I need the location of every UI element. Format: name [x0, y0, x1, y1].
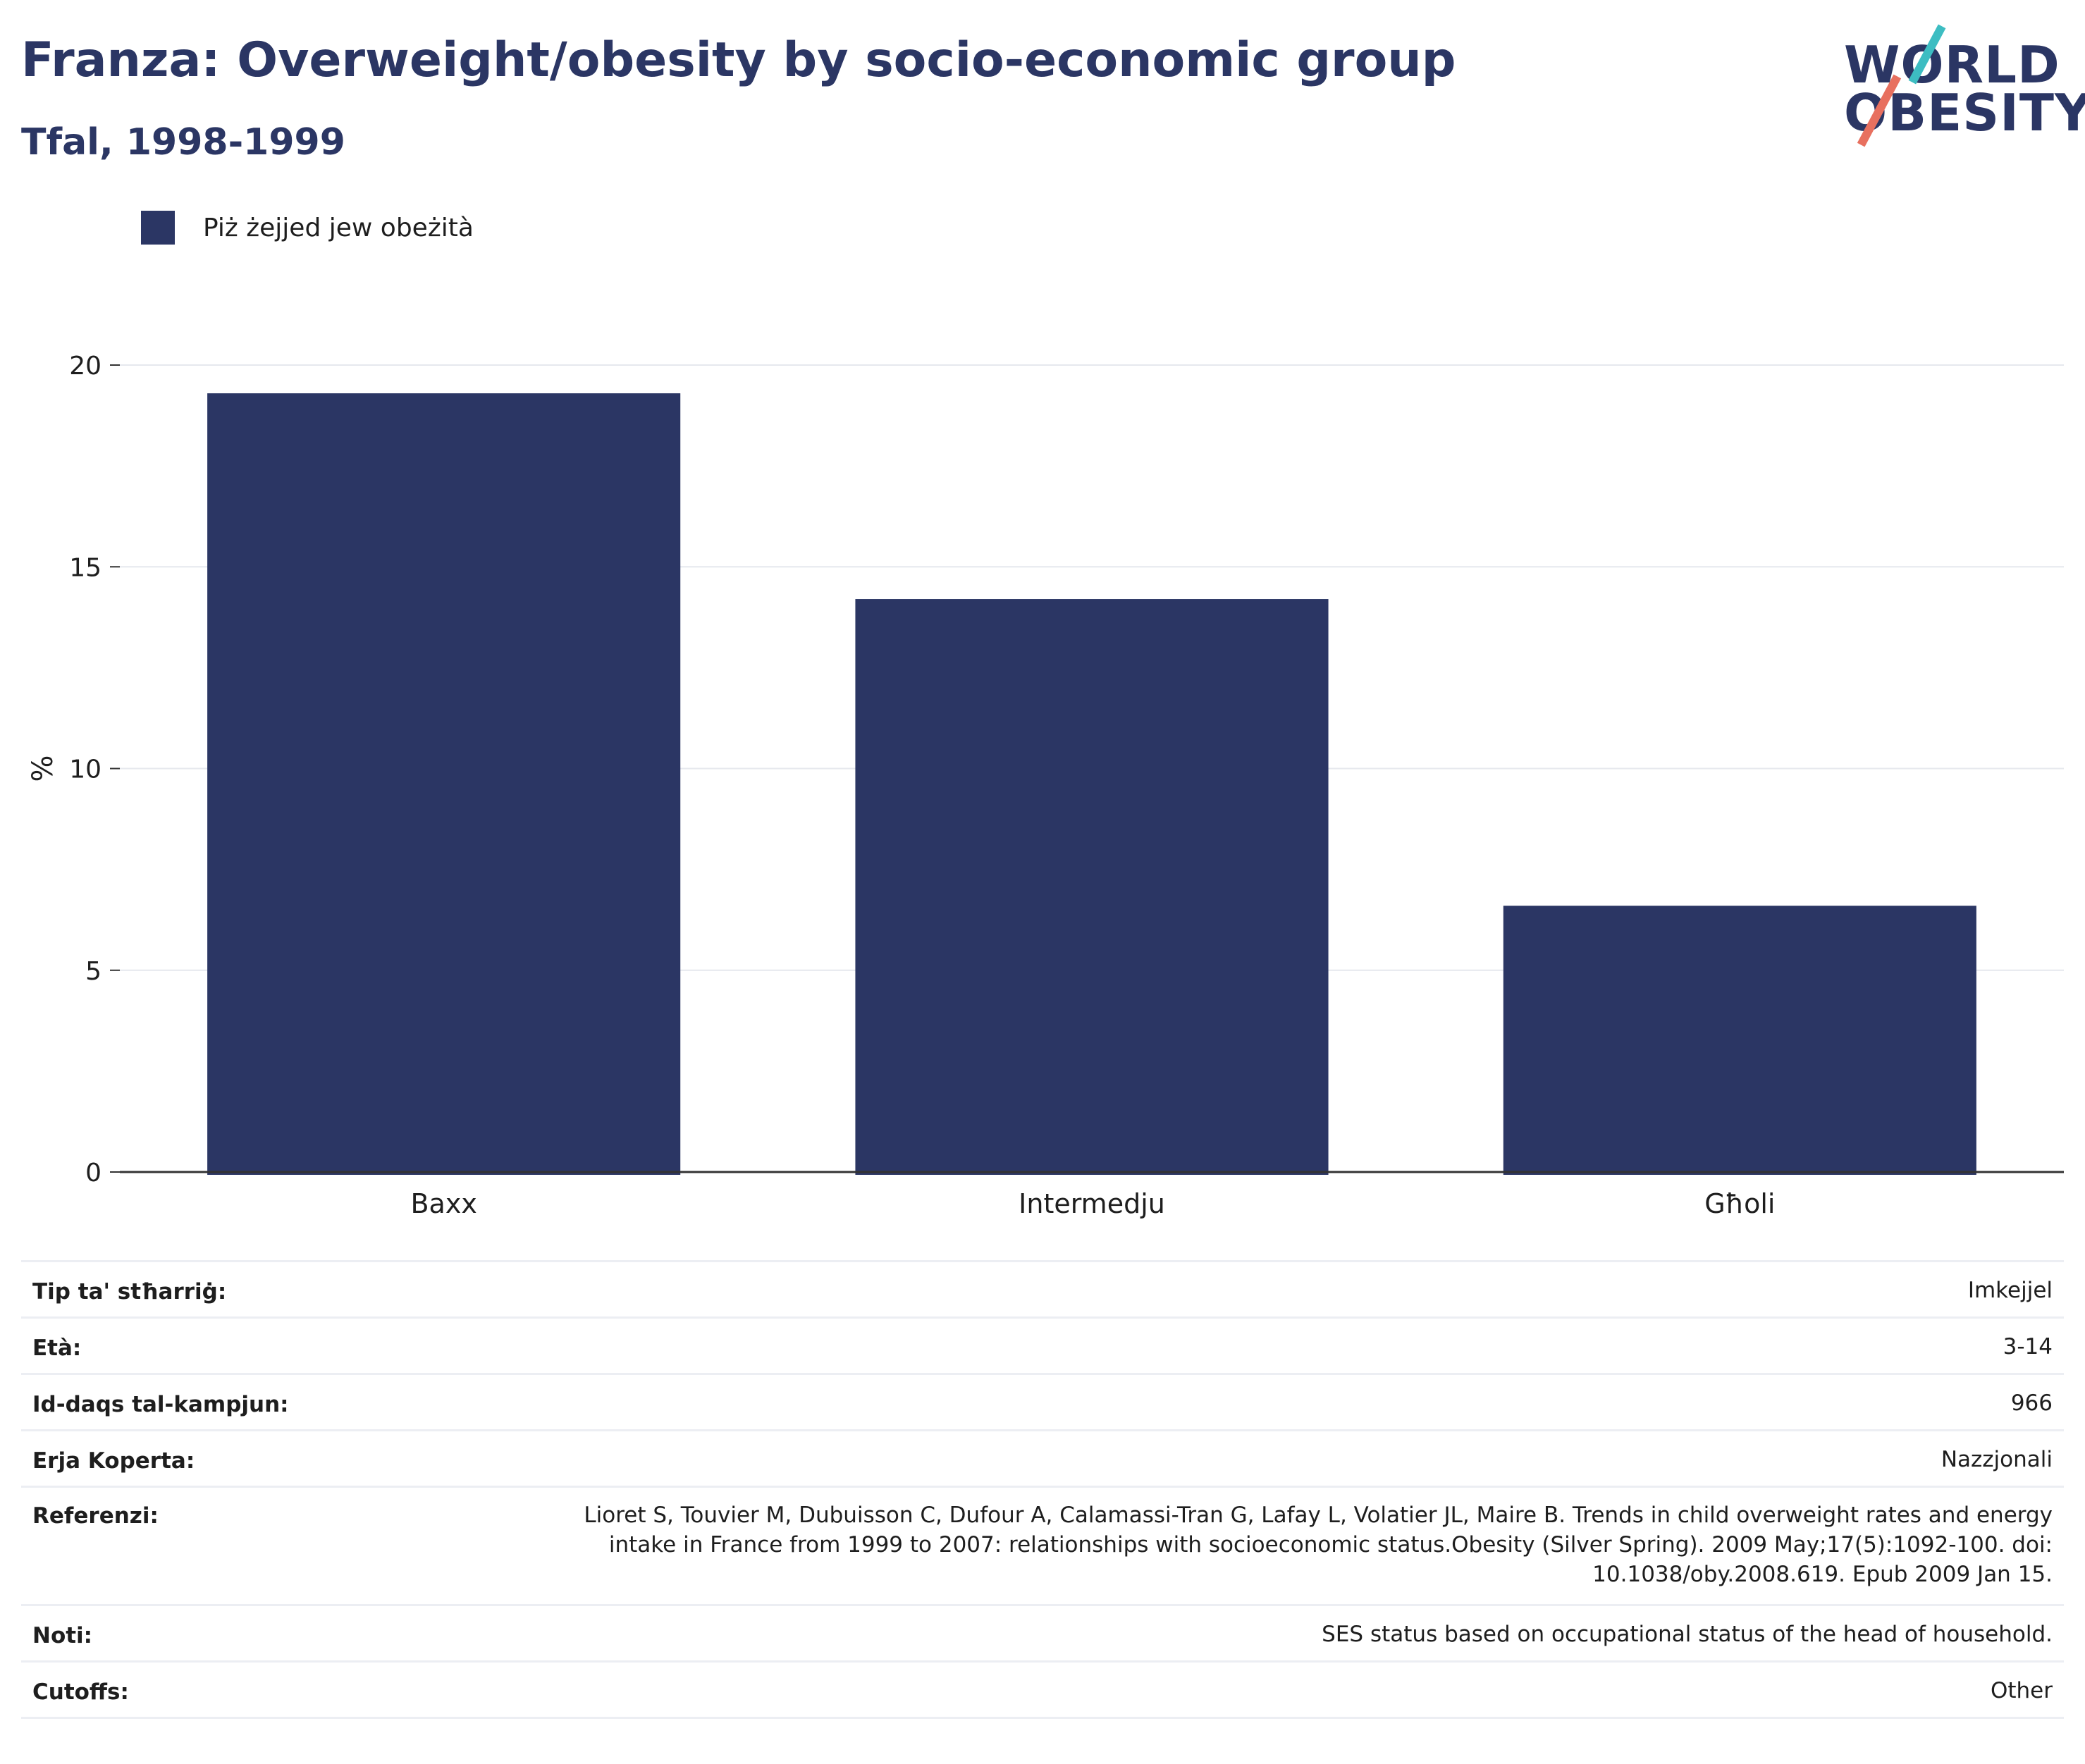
bar-2	[1503, 906, 1976, 1175]
y-tick-label: 5	[85, 957, 102, 986]
y-tick-label: 15	[69, 553, 102, 582]
info-key: Cutoffs:	[32, 1679, 129, 1705]
world-obesity-logo: WORLD OBESITY	[1833, 21, 2085, 148]
info-row: Cutoffs: Other	[21, 1661, 2064, 1718]
y-axis-title: %	[27, 755, 59, 782]
info-key: Id-daqs tal-kampjun:	[32, 1392, 289, 1417]
info-value: Lioret S, Touvier M, Dubuisson C, Dufour…	[584, 1503, 2053, 1587]
chart-title: Franza: Overweight/obesity by socio-econ…	[21, 32, 1456, 88]
axes	[110, 364, 2064, 1173]
info-key: Referenzi:	[32, 1503, 159, 1529]
info-value: Other	[1990, 1678, 2053, 1703]
info-value: Nazzjonali	[1941, 1447, 2053, 1472]
info-value: 3-14	[2003, 1334, 2053, 1359]
info-table: Tip ta' stħarriġ: Imkejjel Età: 3-14 Id-daqs…	[21, 1260, 2064, 1719]
info-row: Tip ta' stħarriġ: Imkejjel	[21, 1261, 2064, 1318]
bar-chart: 0 5 10 15 20 Baxx Intermedju Għoli%	[27, 352, 2064, 1219]
info-key: Erja Koperta:	[32, 1448, 195, 1474]
x-tick-label: Baxx	[410, 1188, 476, 1219]
legend-swatch	[141, 211, 175, 245]
y-tick-label: 20	[69, 352, 102, 381]
info-key: Età:	[32, 1336, 82, 1361]
legend: Piż żejjed jew obeżità	[141, 210, 474, 245]
y-tick-label: 0	[85, 1159, 102, 1188]
logo-word-world: WORLD	[1844, 35, 2060, 94]
x-tick-label: Intermedju	[1019, 1188, 1165, 1219]
info-value: 966	[2010, 1390, 2053, 1416]
info-row: Età: 3-14	[21, 1317, 2064, 1374]
info-row: Id-daqs tal-kampjun: 966	[21, 1374, 2064, 1431]
axis-labels: 0 5 10 15 20 Baxx Intermedju Għoli%	[27, 352, 1775, 1219]
info-row: Noti: SES status based on occupational st…	[21, 1605, 2064, 1662]
chart-subtitle: Tfal, 1998-1999	[21, 121, 345, 164]
x-tick-label: Għoli	[1704, 1188, 1775, 1219]
bars	[207, 393, 1976, 1176]
info-row: Referenzi: Lioret S, Touvier M, Dubuisson…	[21, 1486, 2064, 1605]
y-tick-label: 10	[69, 755, 102, 784]
bar-0	[207, 393, 681, 1176]
legend-label: Piż żejjed jew obeżità	[203, 213, 474, 242]
info-key: Tip ta' stħarriġ:	[32, 1279, 227, 1305]
info-row: Erja Koperta: Nazzjonali	[21, 1430, 2064, 1487]
bar-1	[855, 599, 1329, 1175]
info-value: Imkejjel	[1967, 1278, 2053, 1303]
info-value: SES status based on occupational status …	[1322, 1622, 2053, 1647]
info-key: Noti:	[32, 1623, 93, 1648]
